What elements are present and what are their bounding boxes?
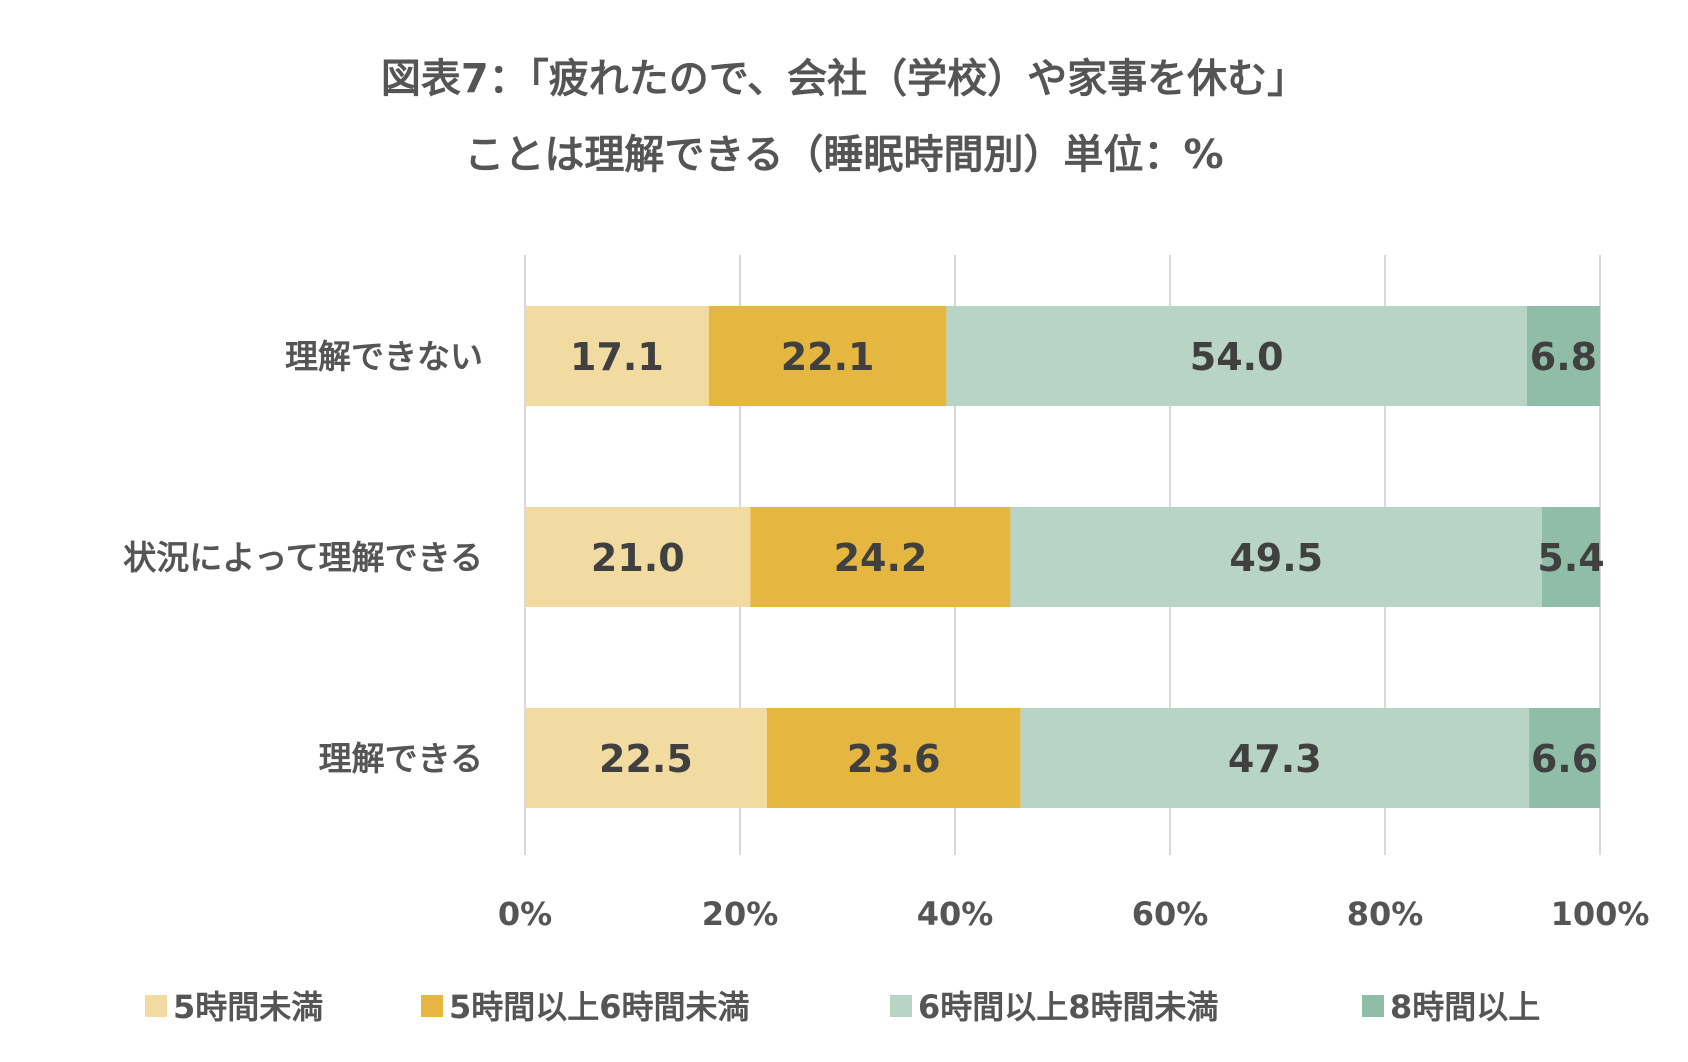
legend-swatch <box>421 995 443 1017</box>
data-label: 17.1 <box>570 335 664 379</box>
data-label: 47.3 <box>1228 737 1322 781</box>
x-tick-label: 40% <box>917 895 994 933</box>
x-tick-label: 80% <box>1347 895 1424 933</box>
x-tick-label: 100% <box>1551 895 1650 933</box>
data-label: 5.4 <box>1537 536 1604 580</box>
x-tick-label: 0% <box>498 895 552 933</box>
data-label: 54.0 <box>1190 335 1284 379</box>
value-labels: 17.1 22.1 54.0 6.8 21.0 24.2 49.5 5.4 22.5 23.6 47… <box>570 335 1605 781</box>
bars <box>525 306 1600 808</box>
bar-segment <box>525 507 751 607</box>
bar-segment <box>1542 507 1600 607</box>
legend-swatch <box>145 995 167 1017</box>
category-label: 状況によって理解できる <box>123 538 483 577</box>
data-label: 22.1 <box>781 335 875 379</box>
legend-label: 8時間以上 <box>1390 988 1540 1026</box>
bar-segment <box>1526 306 1600 406</box>
bar-segment <box>1020 708 1530 808</box>
data-label: 6.6 <box>1531 737 1598 781</box>
x-tick-label: 60% <box>1132 895 1209 933</box>
data-label: 22.5 <box>599 737 693 781</box>
legend-label: 5時間以上6時間未満 <box>449 988 750 1026</box>
legend-swatch <box>1362 995 1384 1017</box>
bar-segment <box>766 708 1021 808</box>
chart-subtitle: ことは理解できる（睡眠時間別）単位：% <box>464 132 1223 178</box>
bar-segment <box>1529 708 1600 808</box>
bar-segment <box>1010 507 1543 607</box>
data-label: 23.6 <box>847 737 941 781</box>
data-label: 6.8 <box>1530 335 1597 379</box>
chart-title: 図表7：「疲れたので、会社（学校）や家事を休む」 <box>381 56 1307 102</box>
legend: 5時間未満 5時間以上6時間未満 6時間以上8時間未満 8時間以上 <box>145 988 1540 1026</box>
category-label: 理解できない <box>285 337 483 376</box>
bar-segment <box>708 306 947 406</box>
bar-segment <box>750 507 1011 607</box>
data-label: 24.2 <box>834 536 928 580</box>
legend-swatch <box>890 995 912 1017</box>
bar-segment <box>946 306 1527 406</box>
category-label: 理解できる <box>319 739 483 778</box>
bar-segment <box>525 708 767 808</box>
data-label: 49.5 <box>1229 536 1323 580</box>
bar-segment <box>525 306 709 406</box>
x-tick-label: 20% <box>702 895 779 933</box>
x-axis-ticks: 0% 20% 40% 60% 80% 100% <box>498 895 1650 933</box>
legend-label: 5時間未満 <box>173 988 323 1026</box>
legend-label: 6時間以上8時間未満 <box>918 988 1219 1026</box>
data-label: 21.0 <box>591 536 685 580</box>
